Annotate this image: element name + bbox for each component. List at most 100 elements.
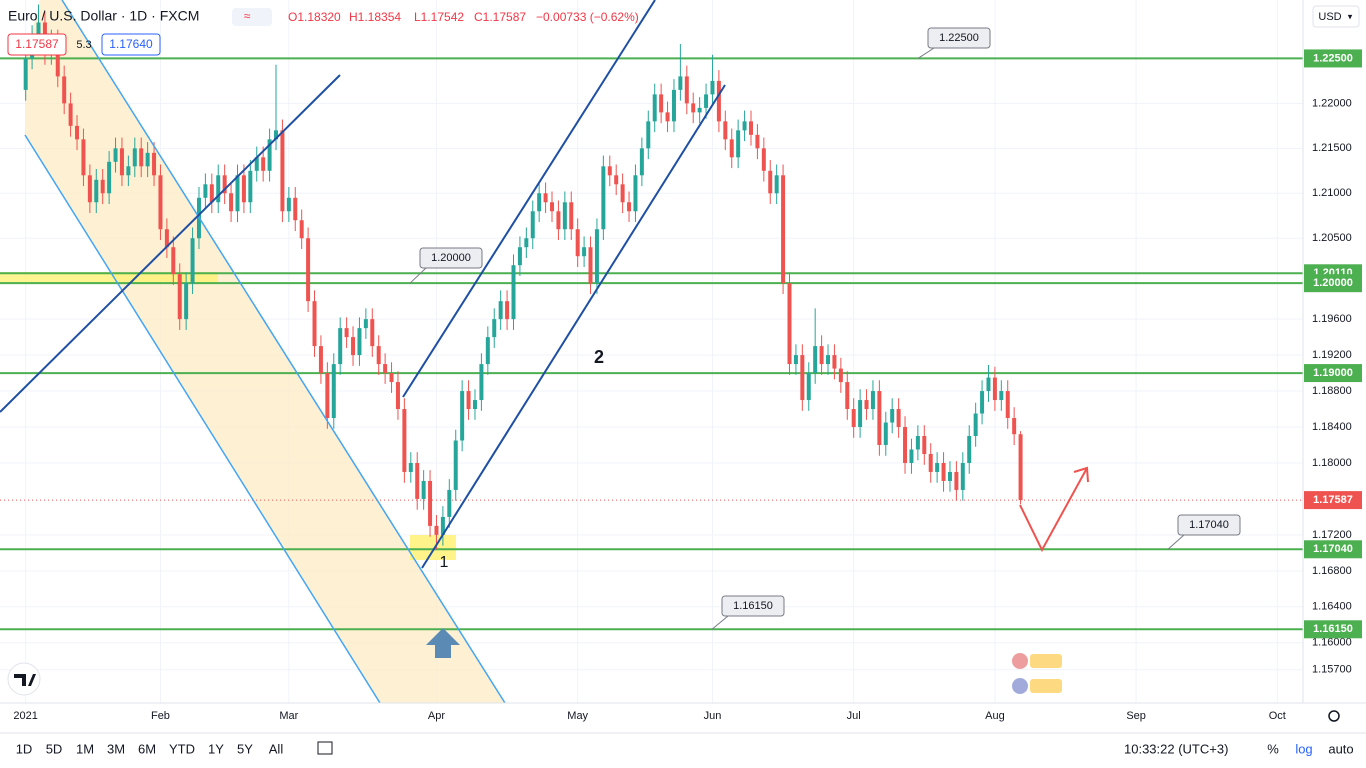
candle-body [466,391,471,410]
y-tick-label: 1.21000 [1312,187,1352,199]
callout-box[interactable] [1177,514,1241,536]
range-button[interactable]: 5Y [237,741,253,756]
callout-box[interactable] [721,595,785,617]
candle-body [139,148,144,167]
range-button[interactable]: 1M [76,741,94,756]
axes: 1.22000 1.21500 1.21000 1.20500 1.19600 1.192… [13,49,1362,722]
candle-body [62,76,67,104]
candle-body [164,229,169,248]
header-button[interactable] [232,8,272,26]
y-tick-label: 1.16800 [1312,565,1352,577]
candle-body [851,409,856,428]
candle-body [845,382,850,410]
candle-body [627,202,632,212]
candle-body [742,121,747,131]
candle-body [665,112,670,122]
candle-body [691,103,696,113]
range-button[interactable]: 3M [107,741,125,756]
y-tick-label: 1.18000 [1312,457,1352,469]
candle-body [472,400,477,410]
annotation: 1 [440,554,449,571]
range-button[interactable]: 1Y [208,741,224,756]
candle-body [479,364,484,401]
callout-box[interactable] [419,247,483,269]
candle-body [704,94,709,108]
candle-body [395,382,400,410]
candle-body [550,202,555,212]
range-button[interactable]: 1D [16,741,33,756]
candle-body [235,175,240,212]
event-icon[interactable] [1012,653,1028,669]
candle-body [639,148,644,176]
settings-icon[interactable] [1328,710,1340,722]
candle-body [601,166,606,230]
range-button[interactable]: All [269,741,284,756]
callout-pointer [409,267,427,284]
candle-body [415,462,420,499]
event-icon[interactable] [1030,654,1062,668]
currency: USD [1318,11,1341,23]
range-button[interactable]: YTD [169,741,195,756]
dropdown-icon: ▾ [1348,11,1353,21]
currency-button[interactable] [1312,5,1360,28]
candle-body [132,148,137,167]
range-button[interactable]: 5D [46,741,63,756]
candle-body [351,337,356,356]
event-icon[interactable] [1012,678,1028,694]
candle-body [248,170,253,203]
candle-body [376,346,381,365]
date-range-icon[interactable] [317,741,333,755]
candle-body [184,283,189,320]
candles [23,4,1023,550]
candle-body [1012,418,1017,435]
event-icon[interactable] [1030,679,1062,693]
zone-highlight [410,535,456,560]
bid-price: 1.17587 [15,37,59,51]
candle-body [800,355,805,401]
candle-body [530,211,535,239]
candle-body [652,94,657,122]
scale-option[interactable]: log [1295,741,1312,756]
candle-body [306,238,311,302]
candle-body [594,229,599,284]
candle-body [607,166,612,176]
sell-button[interactable] [7,33,67,56]
scale-option[interactable]: auto [1328,741,1353,756]
candle-body [537,193,542,212]
level-axis-text: 1.16150 [1313,623,1353,635]
candle-body [870,391,875,410]
candle-body [864,400,869,410]
buy-button[interactable] [101,33,161,56]
up-arrow [426,628,460,658]
candle-body [113,148,118,162]
candle-body [408,462,413,472]
x-tick-label: Aug [985,710,1005,722]
channel-line [24,134,381,704]
candle-body [119,148,124,176]
candle-body [312,301,317,347]
candle-body [678,76,683,90]
range-button[interactable]: 6M [138,741,156,756]
candle-body [890,409,895,423]
x-tick-label: Sep [1126,710,1146,722]
scale-option[interactable]: % [1267,741,1279,756]
candle-body [286,197,291,212]
ohlc-value: C1.17587 [474,10,526,24]
candle-body [787,283,792,365]
candle-body [980,391,985,414]
y-tick-label: 1.19200 [1312,349,1352,361]
candle-body [434,525,439,535]
x-tick-label: Jun [704,710,722,722]
x-tick-label: Oct [1269,710,1286,722]
candle-body [954,471,959,490]
candle-body [158,175,163,230]
level-axis-label [1304,364,1362,383]
candle-body [222,175,227,194]
ohlc-legend: O1.18320 H1.18354 L1.17542 C1.17587 −0.00733… [288,10,639,24]
candle-body [909,449,914,463]
ohlc-value: L1.17542 [414,10,464,24]
callout-box[interactable] [927,27,991,49]
candle-body [280,130,285,212]
channel-line [402,0,656,398]
channel-line [61,0,506,704]
